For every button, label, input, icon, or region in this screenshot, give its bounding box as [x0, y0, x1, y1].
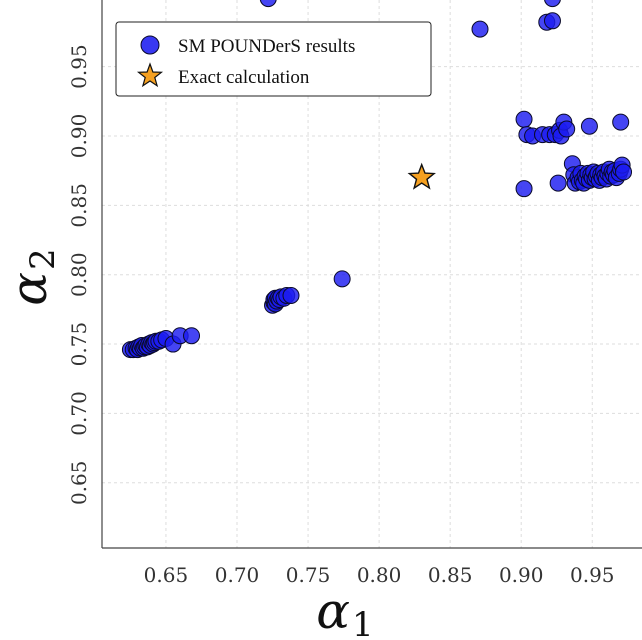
- legend-circle-marker: [140, 35, 160, 55]
- y-tick-label: 0.70: [67, 391, 91, 436]
- x-tick-label: 0.90: [499, 563, 544, 587]
- x-axis-label: α 1: [316, 582, 373, 640]
- data-points: [121, 0, 633, 359]
- x-tick-label: 0.85: [428, 563, 473, 587]
- data-point: [615, 163, 633, 181]
- data-point: [282, 287, 300, 305]
- x-tick-label: 0.75: [286, 563, 331, 587]
- data-point: [544, 0, 561, 8]
- tick-labels: 0.65 0.70 0.75 0.80 0.85 0.90 0.95 0.65 0.70 0.75…: [67, 44, 615, 587]
- data-point: [515, 180, 533, 198]
- x-tick-label: 0.65: [144, 563, 189, 587]
- exact-calculation-star: [407, 162, 436, 190]
- data-point: [543, 12, 561, 30]
- data-point: [612, 113, 630, 131]
- y-tick-label: 0.65: [67, 461, 91, 506]
- x-axis-label-symbol: α: [316, 582, 350, 640]
- x-tick-label: 0.80: [357, 563, 402, 587]
- x-axis-label-subscript: 1: [352, 605, 374, 640]
- y-tick-label: 0.90: [67, 114, 91, 159]
- legend-label-results: SM POUNDerS results: [178, 36, 355, 57]
- y-axis-label-symbol: α: [0, 272, 58, 306]
- data-point: [558, 120, 576, 138]
- data-point: [183, 327, 201, 345]
- y-tick-label: 0.80: [67, 252, 91, 297]
- legend-star-marker: [136, 62, 164, 88]
- legend: SM POUNDerS results Exact calculation: [115, 21, 432, 97]
- x-tick-label: 0.95: [570, 563, 615, 587]
- x-tick-label: 0.70: [215, 563, 260, 587]
- legend-label-exact: Exact calculation: [178, 67, 310, 88]
- data-point: [580, 117, 598, 135]
- data-point: [333, 270, 351, 288]
- data-point: [549, 174, 567, 192]
- y-axis-label: α 2: [0, 248, 63, 305]
- y-tick-label: 0.85: [67, 183, 91, 228]
- data-point: [515, 110, 533, 128]
- y-axis-label-subscript: 2: [23, 248, 63, 270]
- legend-box: [115, 21, 432, 97]
- y-tick-label: 0.95: [67, 44, 91, 89]
- data-point: [259, 0, 277, 8]
- data-point: [471, 20, 489, 38]
- y-tick-label: 0.75: [67, 322, 91, 367]
